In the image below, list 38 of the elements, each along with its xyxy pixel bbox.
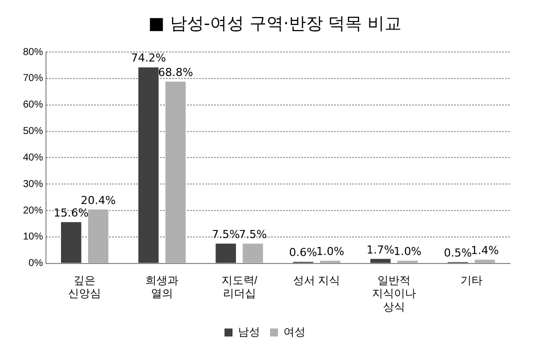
bar	[370, 258, 391, 263]
y-tick-label: 0%	[28, 258, 44, 270]
x-tick-label: 지도력/ 리더십	[221, 275, 258, 300]
data-label: 1.0%	[394, 245, 422, 258]
data-label: 0.5%	[444, 246, 472, 260]
bar	[61, 222, 82, 263]
bar	[165, 82, 186, 263]
data-label: 1.0%	[316, 245, 344, 258]
x-tick-label: 성서 지식	[293, 275, 340, 288]
data-label: 1.4%	[470, 244, 499, 258]
bar	[216, 244, 236, 263]
y-tick-label: 80%	[23, 46, 44, 58]
x-tick-label: 일반적 지식이나 상식	[372, 275, 416, 314]
bar	[138, 67, 159, 263]
data-label: 74.2%	[131, 52, 166, 65]
y-tick-label: 50%	[23, 126, 44, 138]
bar	[88, 209, 108, 263]
chart-title: ■ 남성-여성 구역·반장 덕목 비교	[147, 13, 403, 36]
y-tick-label: 20%	[23, 205, 44, 216]
x-tick-label: 기타	[460, 275, 482, 288]
x-tick-label: 깊은 신앙심	[68, 275, 102, 300]
bar	[474, 260, 496, 263]
y-tick-label: 70%	[23, 73, 44, 84]
y-tick-label: 40%	[23, 152, 44, 164]
data-label: 7.5%	[238, 228, 267, 241]
x-tick-label: 희생과 열의	[146, 275, 179, 300]
y-tick-label: 60%	[23, 100, 44, 111]
legend-label: 여성	[284, 326, 306, 339]
data-label: 20.4%	[80, 194, 116, 207]
legend-label: 남성	[238, 326, 260, 339]
bar	[242, 244, 264, 263]
data-label: 7.5%	[212, 228, 240, 241]
data-label: 68.8%	[158, 66, 194, 79]
y-tick-label: 30%	[23, 178, 44, 190]
data-label: 15.6%	[54, 206, 89, 220]
y-tick-label: 10%	[23, 232, 44, 243]
data-label: 1.7%	[366, 243, 394, 256]
data-label: 0.6%	[289, 246, 318, 260]
